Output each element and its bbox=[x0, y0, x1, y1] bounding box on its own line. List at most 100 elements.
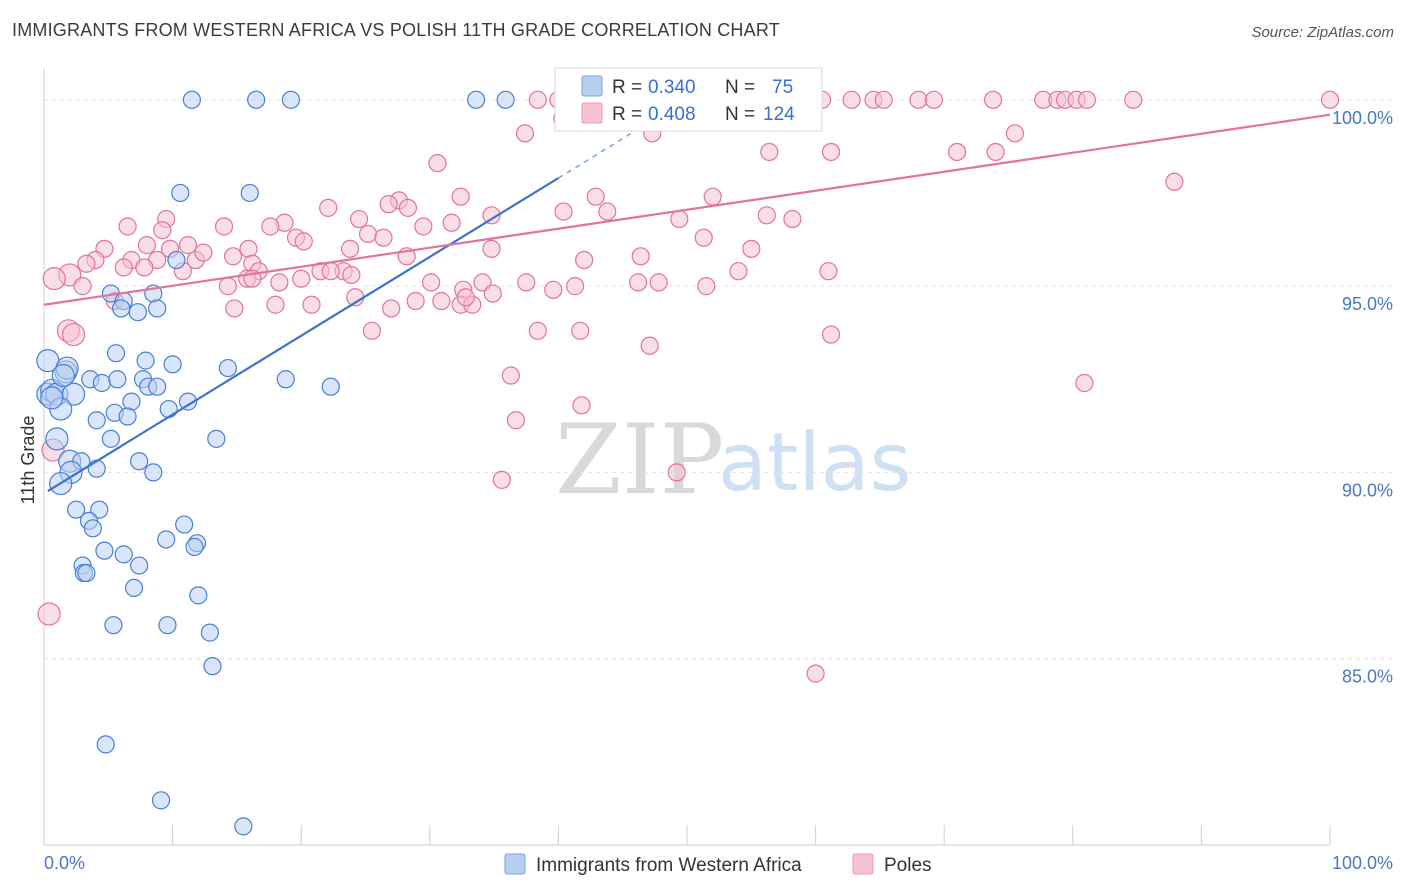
western-africa-point-19 bbox=[163, 355, 182, 374]
poles-point-49 bbox=[598, 202, 617, 221]
x-tick-label-min: 0.0% bbox=[44, 853, 85, 873]
bottom-legend-swatch-blue bbox=[504, 853, 526, 875]
western-africa-point-37 bbox=[159, 399, 178, 419]
poles-point-103 bbox=[517, 273, 536, 292]
poles-point-84 bbox=[575, 250, 594, 270]
poles-point-26 bbox=[1124, 90, 1143, 109]
western-africa-point-13 bbox=[148, 299, 167, 318]
y-tick-labels: 85.0% 90.0% 95.0% 100.0% bbox=[1332, 108, 1393, 687]
poles-points bbox=[37, 90, 1340, 683]
poles-point-87 bbox=[114, 258, 133, 277]
poles-point-43 bbox=[586, 187, 605, 206]
poles-point-133 bbox=[501, 366, 520, 385]
poles-point-106 bbox=[649, 273, 668, 292]
poles-point-101 bbox=[421, 273, 441, 292]
y-tick-label-95: 95.0% bbox=[1342, 294, 1393, 314]
poles-point-60 bbox=[261, 217, 280, 236]
poles-point-37 bbox=[947, 142, 967, 162]
poles-point-105 bbox=[629, 273, 648, 292]
poles-point-58 bbox=[153, 221, 172, 240]
poles-point-63 bbox=[374, 228, 393, 247]
poles-point-27 bbox=[1320, 90, 1340, 109]
western-africa-point-38 bbox=[87, 411, 106, 430]
bottom-legend-label-pink: Poles bbox=[884, 855, 932, 876]
poles-point-94 bbox=[819, 262, 838, 281]
poles-point-86 bbox=[77, 254, 96, 273]
poles-point-20 bbox=[983, 90, 1003, 109]
poles-point-120 bbox=[432, 291, 451, 311]
poles-point-80 bbox=[194, 243, 213, 262]
poles-point-40 bbox=[1165, 172, 1184, 191]
western-africa-points bbox=[36, 90, 515, 836]
western-africa-point-1 bbox=[247, 90, 266, 109]
poles-point-108 bbox=[73, 277, 92, 296]
poles-point-88 bbox=[135, 258, 154, 277]
legend-swatch-pink bbox=[581, 102, 603, 124]
poles-point-128 bbox=[362, 321, 382, 340]
poles-point-72 bbox=[294, 232, 313, 251]
poles-point-119 bbox=[406, 291, 425, 311]
gridlines bbox=[44, 99, 1395, 660]
western-africa-point-24 bbox=[92, 373, 111, 393]
poles-point-42 bbox=[451, 187, 470, 206]
western-africa-point-33 bbox=[122, 392, 141, 411]
legend-r-value-blue: 0.340 bbox=[648, 77, 696, 98]
western-africa-point-53 bbox=[83, 519, 102, 538]
western-africa-point-63 bbox=[77, 563, 96, 583]
poles-point-36 bbox=[821, 142, 841, 162]
poles-point-117 bbox=[302, 295, 321, 314]
western-africa-point-64 bbox=[124, 578, 144, 598]
poles-point-57 bbox=[118, 217, 137, 236]
legend-n-value-pink: 124 bbox=[763, 104, 795, 125]
western-africa-point-59 bbox=[114, 545, 133, 564]
western-africa-point-39 bbox=[118, 407, 137, 426]
poles-point-93 bbox=[729, 262, 748, 281]
bottom-legend-label-blue: Immigrants from Western Africa bbox=[536, 855, 802, 876]
poles-point-125 bbox=[456, 288, 475, 307]
bottom-legend-swatch-pink bbox=[852, 853, 874, 875]
poles-point-34 bbox=[1005, 124, 1025, 143]
trend-line-poles bbox=[43, 113, 1331, 306]
poles-point-25 bbox=[1077, 90, 1097, 109]
poles-point-129 bbox=[528, 321, 547, 340]
western-africa-point-11 bbox=[112, 299, 131, 318]
poles-point-74 bbox=[482, 239, 501, 258]
western-africa-point-42 bbox=[207, 429, 226, 448]
poles-point-113 bbox=[483, 284, 502, 303]
western-africa-point-21 bbox=[276, 370, 295, 389]
legend-swatch-blue bbox=[581, 75, 603, 97]
poles-point-71 bbox=[239, 239, 258, 258]
poles-point-134 bbox=[1075, 373, 1094, 393]
western-africa-point-58 bbox=[95, 541, 114, 560]
western-africa-point-72 bbox=[234, 817, 253, 836]
western-africa-point-45 bbox=[130, 452, 149, 471]
poles-point-56 bbox=[783, 209, 802, 229]
western-africa-point-54 bbox=[175, 515, 194, 534]
poles-point-59 bbox=[214, 217, 234, 236]
poles-point-81 bbox=[223, 247, 243, 266]
poles-point-85 bbox=[631, 247, 650, 266]
poles-point-123 bbox=[225, 299, 244, 318]
poles-point-0 bbox=[528, 90, 547, 109]
poles-point-48 bbox=[554, 202, 573, 221]
poles-point-55 bbox=[757, 206, 776, 225]
poles-point-116 bbox=[266, 295, 285, 314]
y-tick-label-85: 85.0% bbox=[1342, 667, 1393, 687]
trend-lines bbox=[43, 113, 1331, 492]
poles-point-47 bbox=[398, 198, 418, 217]
poles-point-45 bbox=[319, 198, 338, 217]
western-africa-point-69 bbox=[203, 657, 222, 676]
poles-point-18 bbox=[909, 90, 928, 109]
poles-point-109 bbox=[218, 277, 237, 296]
poles-point-54 bbox=[670, 209, 689, 229]
western-africa-point-70 bbox=[96, 735, 115, 754]
western-africa-point-3 bbox=[466, 90, 486, 109]
poles-point-19 bbox=[924, 90, 944, 109]
poles-point-66 bbox=[694, 228, 713, 247]
poles-point-68 bbox=[137, 236, 156, 255]
poles-point-65 bbox=[442, 213, 461, 232]
western-africa-point-61 bbox=[130, 556, 149, 575]
poles-point-107 bbox=[697, 277, 716, 296]
western-africa-point-73 bbox=[40, 386, 64, 410]
